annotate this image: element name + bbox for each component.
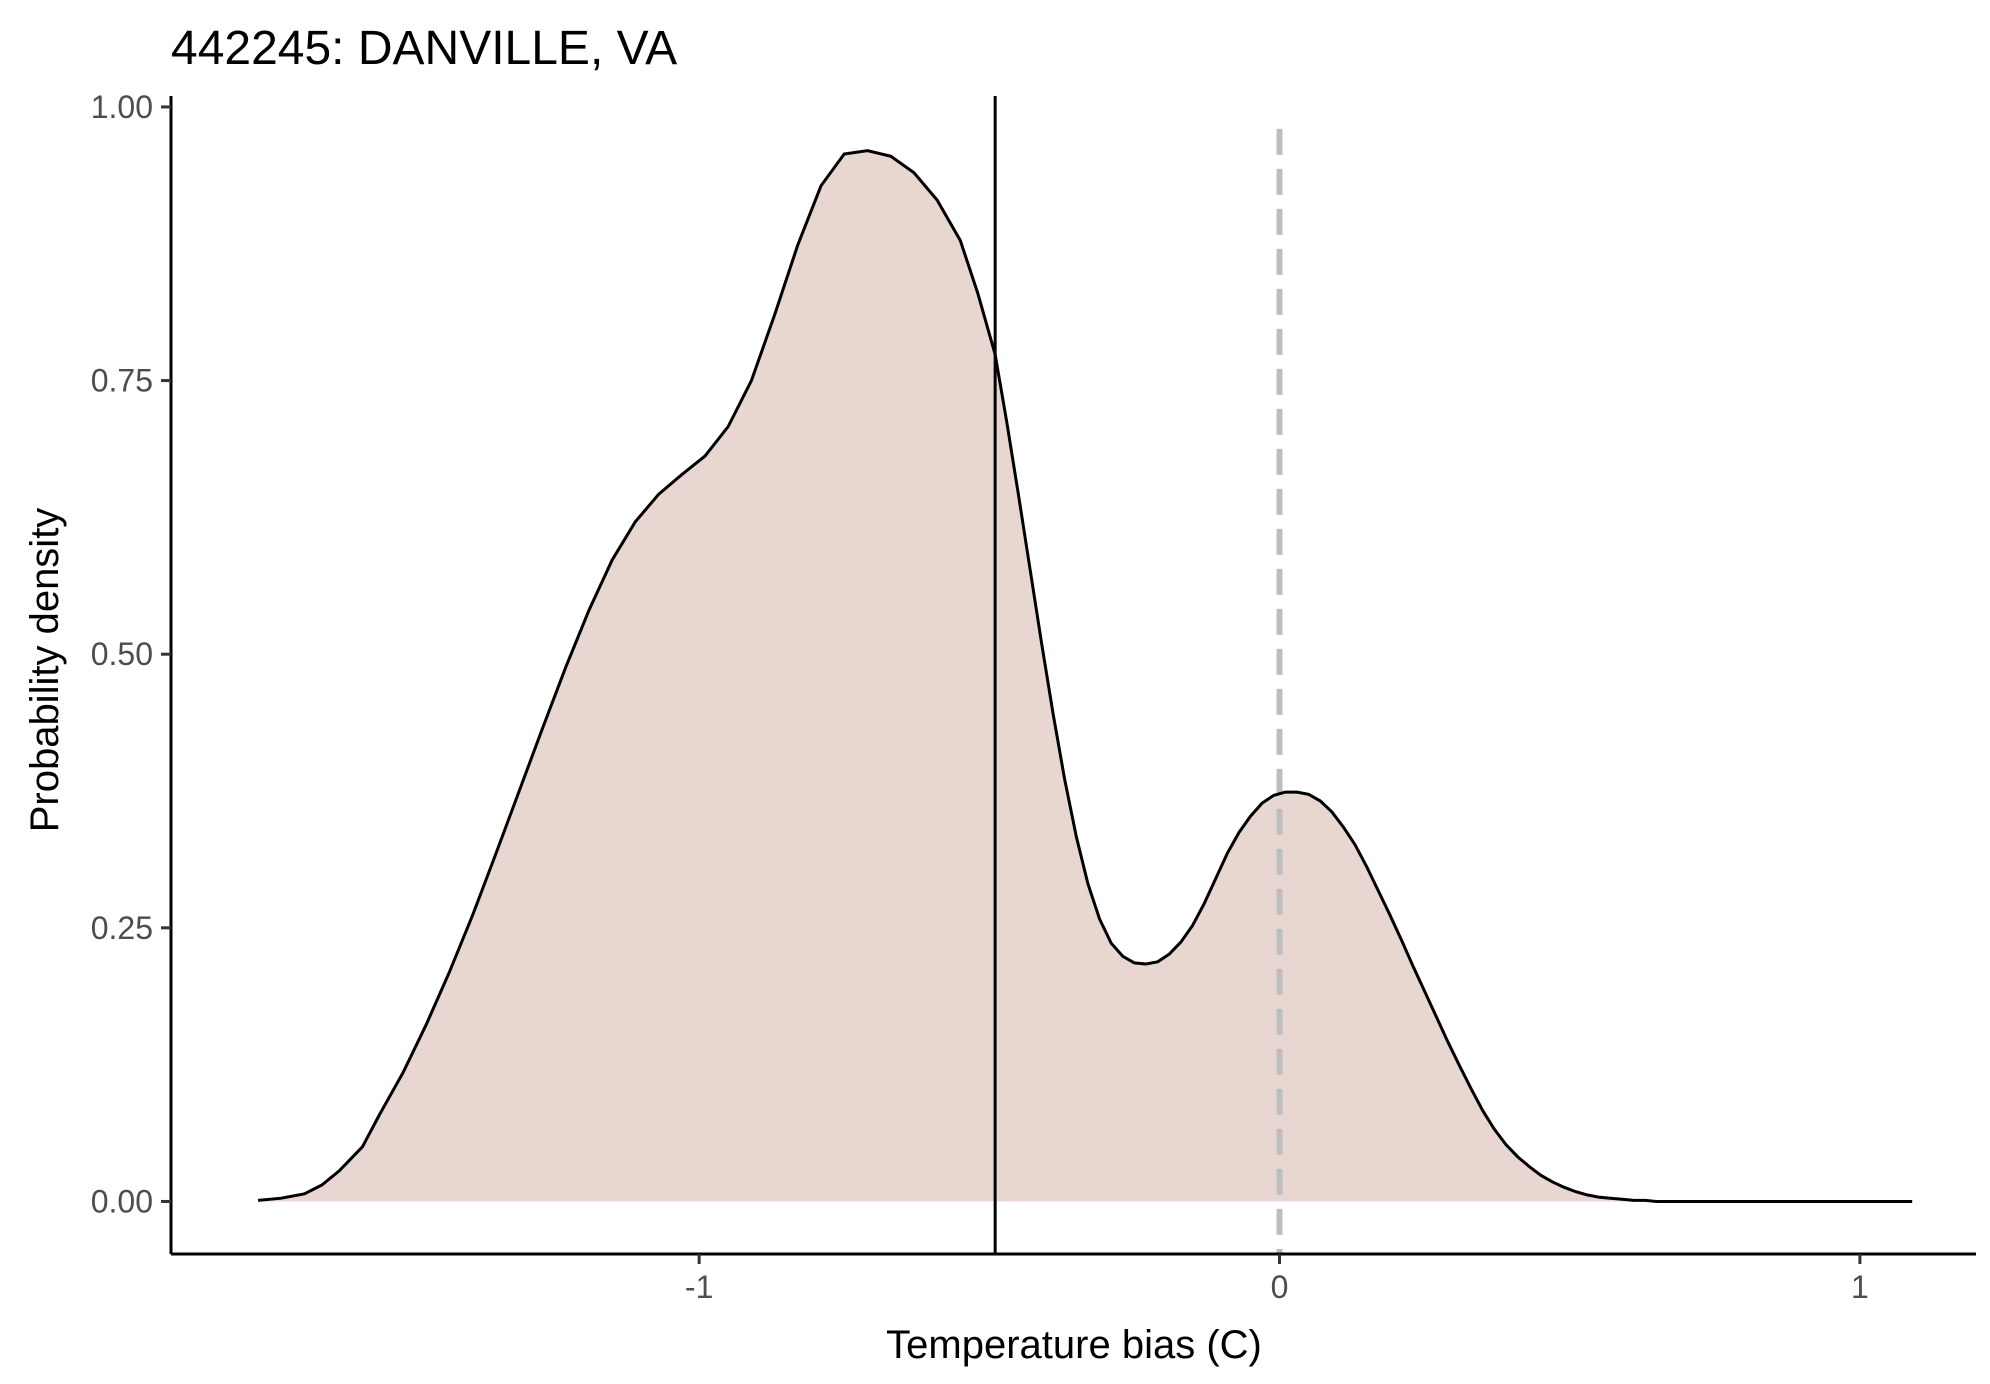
x-tick-label: 1 (1851, 1269, 1869, 1305)
density-curve (257, 149, 1913, 1203)
x-tick-label: -1 (685, 1269, 713, 1305)
y-tick-label: 1.00 (91, 89, 153, 125)
chart-title: 442245: DANVILLE, VA (171, 22, 677, 75)
y-axis: 0.00 0.25 0.50 0.75 1.00 (91, 89, 173, 1254)
y-tick-label: 0.25 (91, 910, 153, 946)
x-axis: -1 0 1 (171, 1252, 1976, 1305)
y-axis-label: Probability density (23, 508, 67, 833)
y-tick-label: 0.00 (91, 1183, 153, 1219)
y-tick-label: 0.50 (91, 636, 153, 672)
x-axis-label: Temperature bias (C) (886, 1323, 1262, 1367)
y-tick-label: 0.75 (91, 363, 153, 399)
x-tick-label: 0 (1271, 1269, 1289, 1305)
density-area (258, 150, 1913, 1202)
